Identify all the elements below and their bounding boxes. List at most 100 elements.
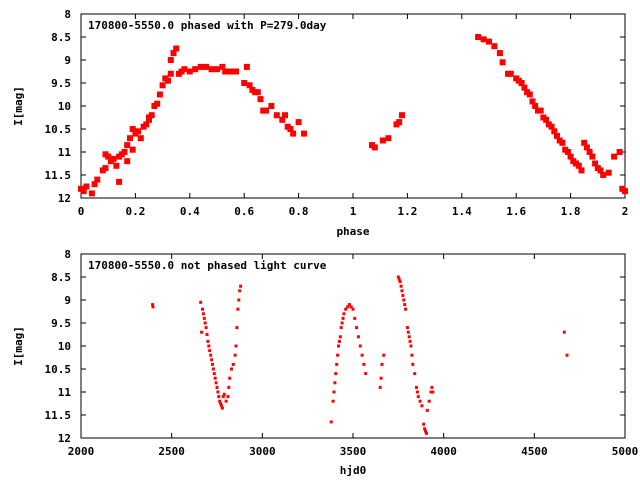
data-point (398, 280, 402, 284)
y-tick-label: 8 (64, 248, 71, 261)
data-point (405, 326, 409, 330)
data-point (167, 70, 174, 77)
data-point (336, 353, 340, 357)
x-tick-label: 0.4 (180, 205, 200, 218)
data-point (592, 160, 599, 167)
data-point (219, 63, 226, 70)
data-point (622, 188, 628, 195)
data-point (192, 66, 199, 73)
data-point (214, 381, 218, 385)
plot-frame (80, 253, 626, 439)
data-point (335, 362, 339, 366)
data-point (201, 312, 205, 316)
data-point (227, 68, 234, 75)
data-point (597, 167, 604, 174)
data-point (564, 149, 571, 155)
data-point (237, 298, 241, 302)
phased-light-curve-panel: 0 0.2 0.4 0.6 0.8 1 1.2 1.4 1.6 1.8 2 8 8.5 9 9.5 10 10.… (12, 8, 628, 238)
data-point (400, 289, 404, 293)
data-point (231, 362, 235, 366)
y-tick-label: 11.5 (45, 409, 72, 422)
x-tick-label: 0.8 (289, 205, 309, 218)
data-point (200, 330, 204, 334)
data-point (236, 307, 240, 311)
y-tick-label: 10.5 (45, 123, 72, 136)
y-tick-label: 11 (58, 386, 72, 399)
data-point (137, 135, 144, 142)
y-tick-label: 8.5 (51, 271, 71, 284)
data-point (243, 63, 250, 70)
data-point (210, 358, 214, 362)
data-point (212, 372, 216, 376)
data-point (151, 303, 155, 307)
data-point (214, 66, 220, 73)
data-point (567, 153, 574, 160)
data-point (199, 300, 203, 304)
data-point (173, 45, 180, 52)
x-tick-label: 1.6 (506, 205, 526, 218)
data-point (562, 330, 566, 334)
data-point (378, 385, 382, 389)
data-point (356, 335, 360, 339)
data-point (397, 277, 401, 281)
data-point (353, 316, 357, 320)
data-point (102, 165, 109, 172)
data-point (347, 303, 351, 307)
data-point (151, 305, 155, 309)
data-point (346, 305, 350, 309)
data-point (83, 183, 90, 190)
data-point (159, 82, 166, 89)
x-tick-label: 2 (622, 205, 629, 218)
y-tick-label: 10 (58, 100, 71, 113)
data-point (263, 107, 269, 114)
data-point (339, 326, 343, 330)
data-point (279, 116, 286, 123)
x-axis-label: phase (336, 225, 369, 238)
data-point (206, 339, 210, 343)
y-tick-label: 12 (58, 432, 71, 445)
unphased-light-curve-panel: 2000 2500 3000 3500 4000 4500 5000 8 8.5 9 9.5 10 10… (12, 248, 638, 477)
data-point (124, 158, 131, 165)
data-point (420, 404, 424, 408)
data-point (222, 68, 229, 75)
x-tick-label: 2000 (68, 445, 95, 458)
data-point (341, 316, 345, 320)
x-tick-label: 4000 (430, 445, 457, 458)
data-point (221, 395, 225, 399)
data-point (88, 190, 95, 197)
x-tick-label: 2500 (158, 445, 185, 458)
data-point (230, 367, 233, 371)
data-point (611, 153, 618, 160)
data-point (518, 80, 525, 86)
data-point (423, 427, 427, 431)
data-point (268, 103, 275, 109)
data-point (329, 420, 333, 424)
y-tick-label: 9.5 (51, 317, 71, 330)
data-point (409, 344, 413, 348)
data-point (543, 116, 550, 123)
data-point (211, 367, 215, 371)
data-point (600, 172, 607, 178)
data-point (167, 57, 174, 63)
data-point (235, 326, 239, 330)
data-point (208, 66, 215, 73)
data-point (301, 130, 307, 137)
data-point (496, 50, 503, 57)
y-tick-label: 10.5 (45, 363, 72, 376)
data-point (217, 395, 221, 399)
data-point (371, 144, 378, 151)
data-point (425, 408, 429, 412)
data-point (616, 149, 623, 155)
data-point (486, 38, 492, 45)
data-point (415, 390, 419, 394)
data-point (113, 162, 120, 169)
data-point (239, 284, 243, 288)
y-tick-label: 10 (58, 340, 71, 353)
data-point (129, 126, 136, 132)
data-point (379, 137, 386, 144)
data-point (548, 123, 555, 130)
data-point (427, 399, 431, 403)
data-point (238, 289, 242, 293)
data-point (181, 66, 188, 73)
data-point (203, 321, 207, 325)
